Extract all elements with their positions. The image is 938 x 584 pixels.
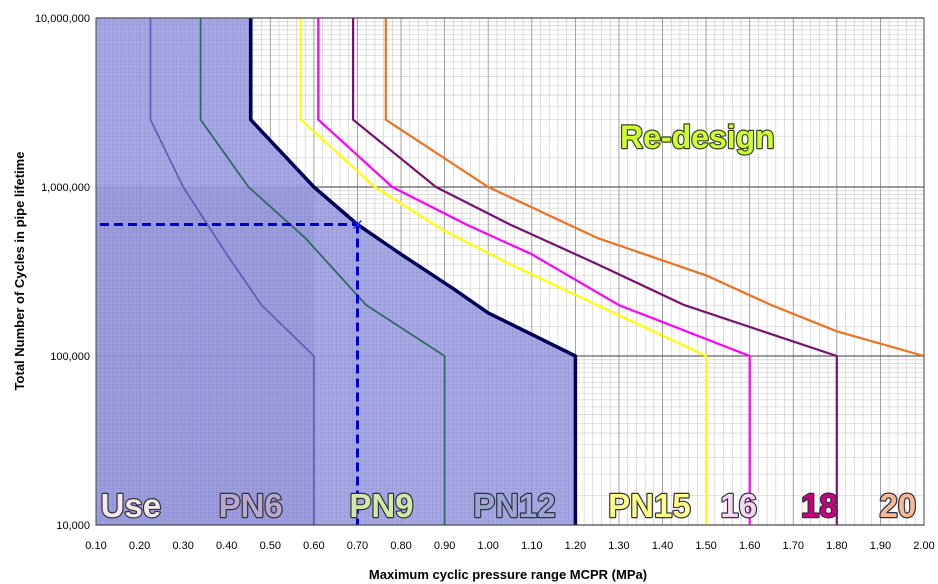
region-label: PN12 — [473, 487, 556, 524]
y-tick-label: 100,000 — [50, 351, 90, 363]
x-tick-label: 1.20 — [565, 540, 586, 552]
x-tick-label: 0.80 — [390, 540, 411, 552]
x-tick-label: 1.40 — [652, 540, 673, 552]
x-tick-label: 1.70 — [783, 540, 804, 552]
series-line-7 — [384, 18, 925, 358]
x-tick-label: 1.30 — [608, 540, 629, 552]
x-tick-label: 2.00 — [913, 540, 934, 552]
x-tick-label: 0.70 — [347, 540, 368, 552]
x-tick-label: 0.60 — [303, 540, 324, 552]
x-tick-label: 0.30 — [172, 540, 193, 552]
x-tick-label: 1.60 — [739, 540, 760, 552]
region-label: 16 — [720, 487, 757, 524]
x-tick-label: 1.10 — [521, 540, 542, 552]
y-tick-label: 10,000 — [56, 520, 90, 532]
reference-point-marker — [352, 219, 363, 230]
reference-lines — [100, 219, 363, 525]
series-line-1 — [149, 18, 315, 525]
x-tick-label: 1.90 — [870, 540, 891, 552]
re-design-label: Re-design — [620, 119, 775, 155]
region-label: PN15 — [608, 487, 691, 524]
x-tick-label: 0.50 — [260, 540, 281, 552]
x-tick-label: 0.20 — [129, 540, 150, 552]
x-tick-label: 0.90 — [434, 540, 455, 552]
plot-border — [95, 17, 925, 526]
x-tick-label: 1.80 — [826, 540, 847, 552]
region-label: PN6 — [219, 487, 283, 524]
x-tick-labels: 0.10 0.20 0.30 0.40 0.50 0.60 0.70 0.80 0.90 1.00… — [85, 540, 934, 552]
x-tick-label: 1.50 — [695, 540, 716, 552]
x-tick-label: 1.00 — [477, 540, 498, 552]
y-axis-label: Total Number of Cycles in pipe lifetime — [12, 152, 27, 391]
series-line-3 — [248, 18, 578, 525]
use-region-shade — [96, 187, 314, 525]
region-label: PN9 — [349, 487, 413, 524]
region-labels: Use PN6 PN9 PN12 PN15 16 18 20 Re-design — [99, 118, 917, 525]
y-tick-label: 10,000,000 — [35, 13, 90, 25]
x-axis-label: Maximum cyclic pressure range MCPR (MPa) — [369, 567, 647, 582]
y-tick-labels: 10,000 100,000 1,000,000 10,000,000 — [35, 13, 90, 532]
design-curves — [149, 18, 925, 525]
region-label: 20 — [879, 487, 916, 524]
x-tick-label: 0.40 — [216, 540, 237, 552]
region-label: Use — [101, 487, 162, 524]
plot-frame — [95, 17, 925, 526]
region-label: 18 — [801, 487, 838, 524]
series-line-4 — [299, 18, 708, 525]
x-tick-label: 0.10 — [85, 540, 106, 552]
series-line-6 — [352, 18, 838, 525]
y-tick-label: 1,000,000 — [41, 182, 90, 194]
series-line-5 — [317, 18, 751, 525]
series-line-2 — [199, 18, 446, 525]
